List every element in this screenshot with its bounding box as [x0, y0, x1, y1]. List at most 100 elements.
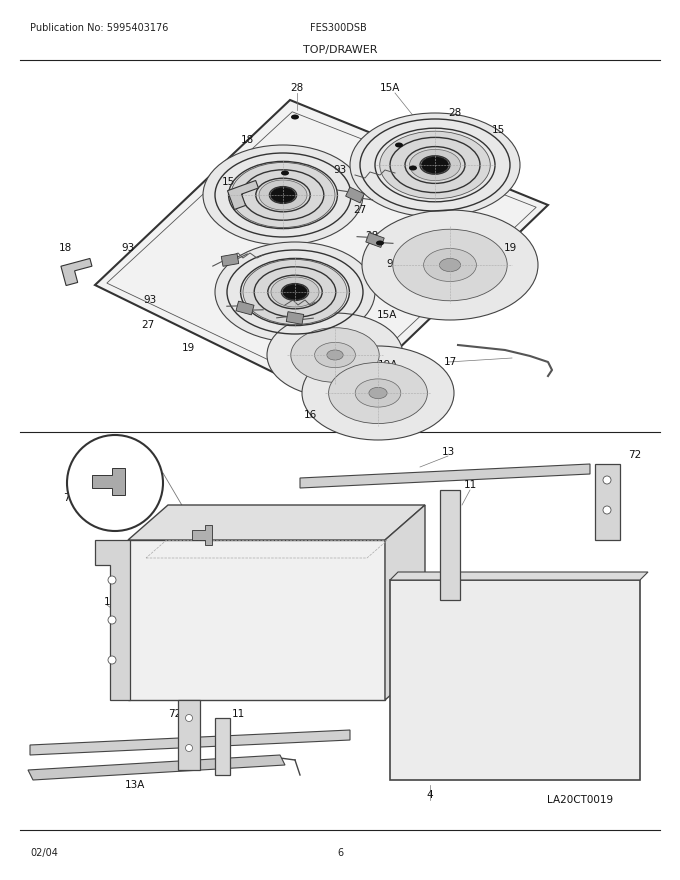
Ellipse shape	[267, 313, 403, 397]
Ellipse shape	[259, 180, 307, 210]
Text: 93: 93	[143, 295, 156, 305]
Text: 17: 17	[443, 357, 457, 367]
Ellipse shape	[422, 157, 449, 173]
Ellipse shape	[409, 165, 417, 171]
Ellipse shape	[273, 189, 292, 201]
Polygon shape	[215, 718, 230, 775]
Polygon shape	[128, 540, 385, 700]
Polygon shape	[228, 180, 258, 209]
Circle shape	[108, 576, 116, 584]
Text: 93: 93	[386, 259, 400, 269]
Text: 13: 13	[441, 447, 455, 457]
Polygon shape	[385, 505, 425, 700]
Text: 1: 1	[103, 597, 110, 607]
Text: 19A: 19A	[410, 157, 430, 167]
Polygon shape	[286, 312, 304, 325]
Text: 93: 93	[121, 243, 135, 253]
Polygon shape	[92, 468, 125, 495]
Text: 71: 71	[138, 457, 152, 467]
Circle shape	[603, 506, 611, 514]
Polygon shape	[390, 572, 648, 580]
Ellipse shape	[215, 242, 375, 342]
Ellipse shape	[281, 171, 289, 175]
Polygon shape	[366, 232, 384, 247]
Text: 16: 16	[303, 410, 317, 420]
Polygon shape	[95, 540, 130, 700]
Text: 72: 72	[628, 450, 642, 460]
Ellipse shape	[286, 286, 305, 298]
Ellipse shape	[424, 248, 477, 282]
Ellipse shape	[425, 158, 445, 172]
Circle shape	[603, 476, 611, 484]
Text: 18: 18	[240, 135, 254, 145]
Circle shape	[186, 715, 192, 722]
Polygon shape	[236, 301, 254, 315]
Ellipse shape	[291, 327, 379, 382]
Text: 28: 28	[290, 83, 304, 93]
Polygon shape	[390, 580, 640, 780]
Polygon shape	[440, 490, 460, 600]
Ellipse shape	[369, 387, 387, 399]
Ellipse shape	[315, 342, 356, 368]
Circle shape	[67, 435, 163, 531]
Text: 11: 11	[231, 709, 245, 719]
Ellipse shape	[231, 163, 335, 228]
Text: 4: 4	[426, 790, 433, 800]
Text: 18: 18	[58, 243, 71, 253]
Text: 19: 19	[182, 343, 194, 353]
Polygon shape	[300, 464, 590, 488]
Polygon shape	[595, 464, 620, 540]
Ellipse shape	[328, 363, 428, 423]
Text: 6: 6	[337, 848, 343, 858]
Ellipse shape	[203, 145, 363, 245]
Ellipse shape	[327, 350, 343, 360]
Text: 13A: 13A	[125, 780, 146, 790]
Ellipse shape	[376, 240, 384, 246]
Text: TOP/DRAWER: TOP/DRAWER	[303, 45, 377, 55]
Ellipse shape	[393, 230, 507, 301]
Ellipse shape	[271, 187, 295, 202]
Polygon shape	[28, 755, 285, 780]
Ellipse shape	[379, 131, 490, 199]
Ellipse shape	[291, 114, 299, 120]
Text: 11: 11	[463, 480, 477, 490]
Ellipse shape	[362, 210, 538, 320]
Text: 28: 28	[448, 108, 462, 118]
Polygon shape	[95, 100, 548, 405]
Ellipse shape	[395, 143, 403, 148]
Polygon shape	[221, 253, 239, 267]
Ellipse shape	[283, 284, 307, 299]
Circle shape	[186, 744, 192, 752]
Polygon shape	[30, 730, 350, 755]
Circle shape	[108, 656, 116, 664]
Text: 28: 28	[365, 231, 379, 241]
Ellipse shape	[439, 259, 460, 272]
Polygon shape	[345, 187, 364, 203]
Text: 15A: 15A	[380, 83, 401, 93]
Ellipse shape	[243, 260, 347, 325]
Polygon shape	[192, 525, 212, 545]
Text: 15: 15	[492, 125, 505, 135]
Text: 70: 70	[63, 493, 77, 503]
Ellipse shape	[355, 379, 401, 407]
Text: 02/04: 02/04	[30, 848, 58, 858]
Polygon shape	[128, 505, 425, 540]
Circle shape	[108, 616, 116, 624]
Text: LA20CT0019: LA20CT0019	[547, 795, 613, 805]
Ellipse shape	[302, 346, 454, 440]
Text: 28: 28	[231, 195, 245, 205]
Ellipse shape	[271, 277, 319, 307]
Text: 15A: 15A	[377, 310, 397, 320]
Text: 72: 72	[169, 709, 182, 719]
Ellipse shape	[409, 150, 460, 180]
Text: 27: 27	[141, 320, 154, 330]
Text: 19: 19	[503, 243, 517, 253]
Text: 15: 15	[222, 177, 235, 187]
Text: Publication No: 5995403176: Publication No: 5995403176	[30, 23, 169, 33]
Text: 27: 27	[354, 205, 367, 215]
Ellipse shape	[350, 113, 520, 217]
Text: FES300DSB: FES300DSB	[310, 23, 367, 33]
Polygon shape	[61, 259, 92, 285]
Polygon shape	[178, 700, 200, 770]
Text: 19A: 19A	[378, 360, 398, 370]
